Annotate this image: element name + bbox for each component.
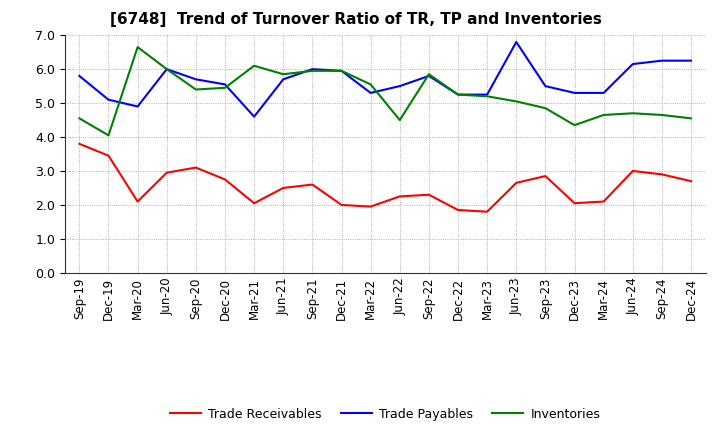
Inventories	[541, 106, 550, 111]
Inventories	[629, 110, 637, 116]
Trade Payables	[629, 62, 637, 67]
Trade Payables	[104, 97, 113, 103]
Trade Receivables	[657, 172, 666, 177]
Inventories	[104, 133, 113, 138]
Trade Payables	[425, 73, 433, 79]
Trade Receivables	[395, 194, 404, 199]
Trade Payables	[308, 66, 317, 72]
Trade Payables	[366, 90, 375, 95]
Inventories	[454, 92, 462, 97]
Inventories	[687, 116, 696, 121]
Trade Receivables	[192, 165, 200, 170]
Trade Receivables	[425, 192, 433, 198]
Trade Payables	[250, 114, 258, 119]
Inventories	[308, 68, 317, 73]
Inventories	[483, 94, 492, 99]
Inventories	[337, 68, 346, 73]
Trade Payables	[220, 82, 229, 87]
Line: Inventories: Inventories	[79, 47, 691, 136]
Trade Payables	[337, 68, 346, 73]
Trade Receivables	[483, 209, 492, 214]
Trade Receivables	[687, 179, 696, 184]
Line: Trade Payables: Trade Payables	[79, 42, 691, 117]
Trade Payables	[75, 73, 84, 79]
Trade Payables	[570, 90, 579, 95]
Trade Payables	[279, 77, 287, 82]
Trade Receivables	[250, 201, 258, 206]
Trade Receivables	[599, 199, 608, 204]
Trade Payables	[512, 39, 521, 44]
Trade Payables	[395, 84, 404, 89]
Trade Receivables	[454, 207, 462, 213]
Trade Receivables	[220, 177, 229, 182]
Trade Receivables	[163, 170, 171, 175]
Trade Receivables	[629, 169, 637, 174]
Inventories	[250, 63, 258, 68]
Trade Receivables	[279, 185, 287, 191]
Trade Receivables	[366, 204, 375, 209]
Trade Payables	[483, 92, 492, 97]
Trade Receivables	[308, 182, 317, 187]
Trade Payables	[657, 58, 666, 63]
Trade Receivables	[570, 201, 579, 206]
Inventories	[512, 99, 521, 104]
Inventories	[279, 72, 287, 77]
Trade Payables	[133, 104, 142, 109]
Inventories	[425, 72, 433, 77]
Inventories	[366, 82, 375, 87]
Inventories	[75, 116, 84, 121]
Inventories	[163, 66, 171, 72]
Inventories	[599, 112, 608, 117]
Trade Payables	[163, 66, 171, 72]
Trade Payables	[454, 92, 462, 97]
Inventories	[133, 44, 142, 50]
Legend: Trade Receivables, Trade Payables, Inventories: Trade Receivables, Trade Payables, Inven…	[165, 403, 606, 425]
Trade Payables	[541, 84, 550, 89]
Trade Receivables	[512, 180, 521, 186]
Trade Receivables	[541, 173, 550, 179]
Trade Receivables	[337, 202, 346, 208]
Inventories	[220, 85, 229, 91]
Inventories	[395, 117, 404, 123]
Trade Payables	[687, 58, 696, 63]
Trade Receivables	[133, 199, 142, 204]
Line: Trade Receivables: Trade Receivables	[79, 144, 691, 212]
Trade Payables	[192, 77, 200, 82]
Inventories	[570, 122, 579, 128]
Text: [6748]  Trend of Turnover Ratio of TR, TP and Inventories: [6748] Trend of Turnover Ratio of TR, TP…	[109, 12, 601, 27]
Inventories	[657, 112, 666, 117]
Trade Receivables	[104, 153, 113, 158]
Trade Payables	[599, 90, 608, 95]
Inventories	[192, 87, 200, 92]
Trade Receivables	[75, 141, 84, 147]
